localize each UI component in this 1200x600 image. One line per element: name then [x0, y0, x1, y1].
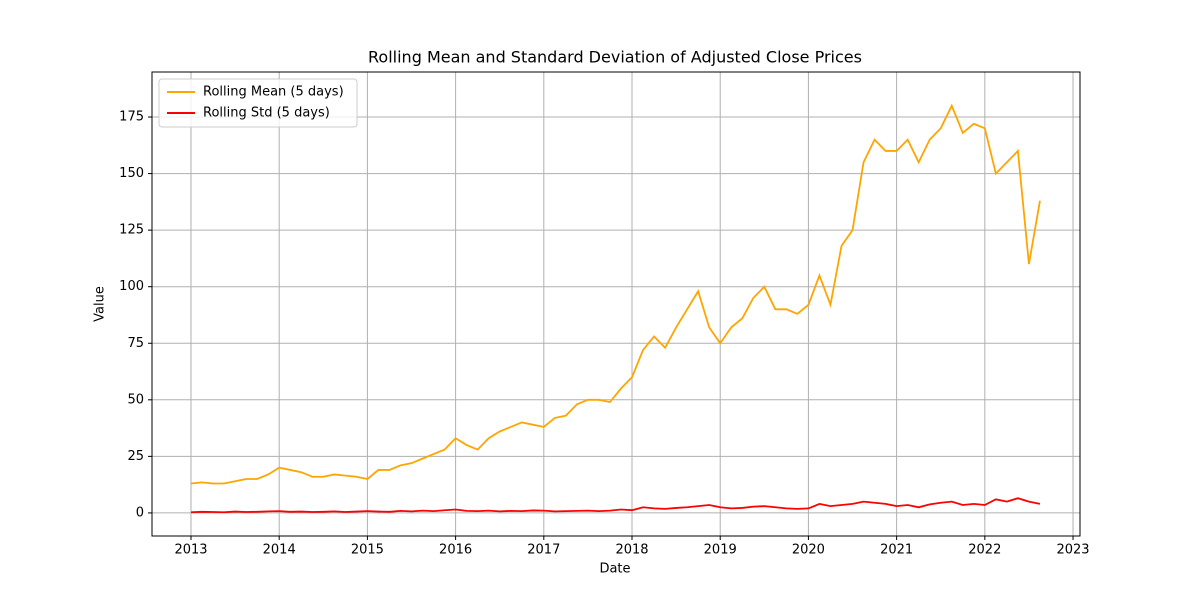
legend-label: Rolling Std (5 days): [203, 106, 330, 121]
series-line: [190, 103, 1041, 485]
x-tick-label: 2014: [263, 543, 296, 558]
x-tick-label: 2019: [704, 543, 737, 558]
y-tick-label: 0: [136, 505, 144, 520]
x-tick-label: 2022: [968, 543, 1001, 558]
y-tick-label: 50: [127, 392, 144, 407]
legend-label: Rolling Mean (5 days): [203, 85, 344, 100]
y-tick-label: 25: [127, 449, 144, 464]
x-tick-label: 2017: [527, 543, 560, 558]
x-tick-label: 2013: [174, 543, 207, 558]
x-tick-label: 2023: [1056, 543, 1089, 558]
chart-title: Rolling Mean and Standard Deviation of A…: [368, 48, 862, 67]
y-tick-label: 125: [119, 223, 144, 238]
x-tick-label: 2015: [351, 543, 384, 558]
plot-lines: [190, 103, 1041, 514]
legend: Rolling Mean (5 days) Rolling Std (5 days…: [158, 78, 358, 128]
x-axis-label: Date: [599, 562, 630, 577]
x-tick-label: 2020: [792, 543, 825, 558]
y-tick-label: 150: [119, 166, 144, 181]
y-tick-label: 75: [127, 336, 144, 351]
y-tick-label: 175: [119, 110, 144, 125]
ticks: 2013 2014 2015 2016 2017 2018 2019 2020 2021 2022…: [119, 110, 1089, 558]
grid: [152, 72, 1080, 536]
x-tick-label: 2021: [880, 543, 913, 558]
x-tick-label: 2018: [615, 543, 648, 558]
y-axis-label: Value: [93, 286, 108, 322]
y-tick-label: 100: [119, 279, 144, 294]
series-line: [190, 497, 1041, 514]
x-tick-label: 2016: [439, 543, 472, 558]
plot-frame: [151, 71, 1081, 537]
legend-box: [158, 78, 358, 128]
